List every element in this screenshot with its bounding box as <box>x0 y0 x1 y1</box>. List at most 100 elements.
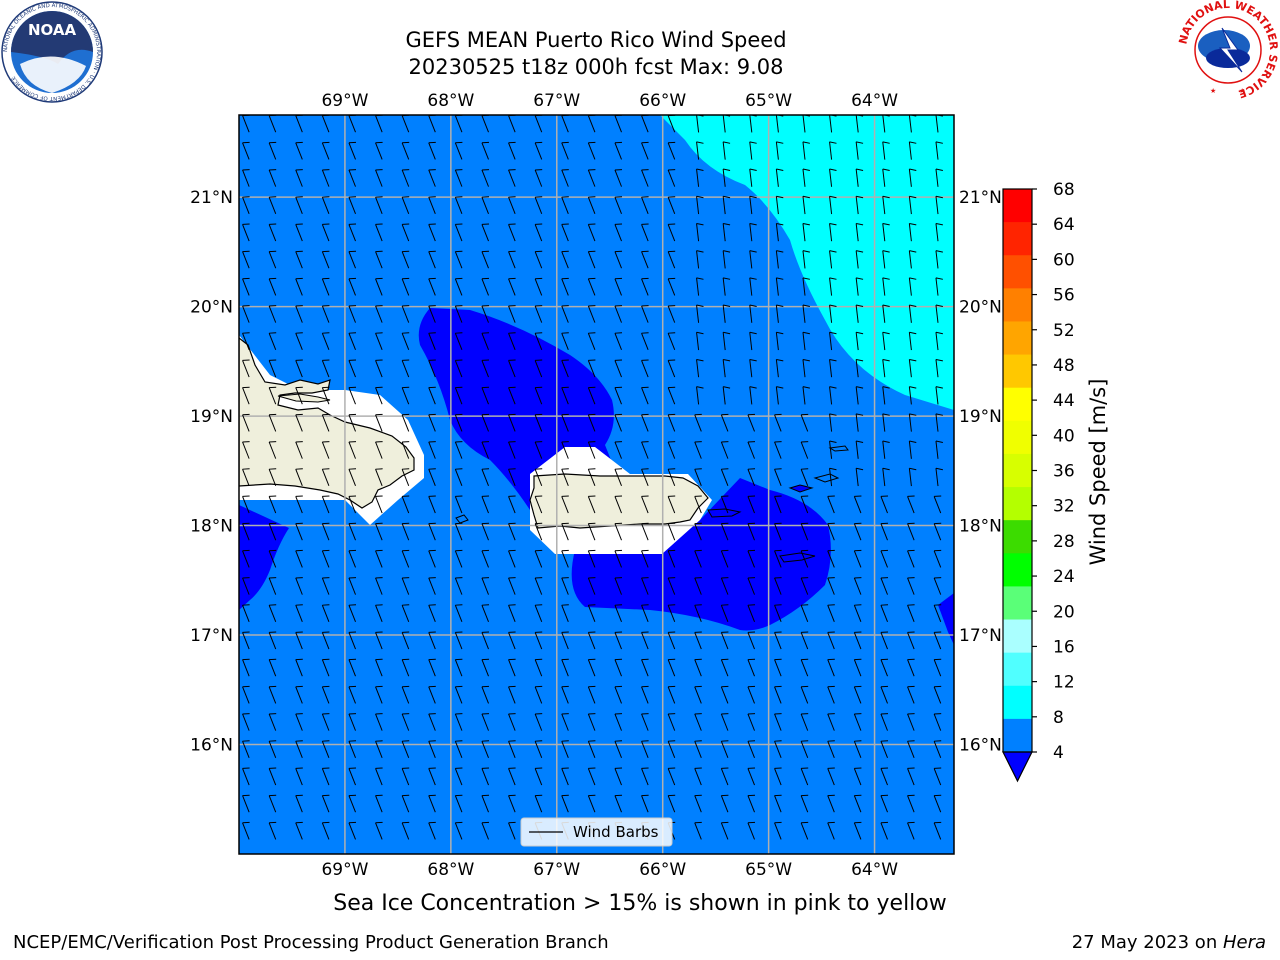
wind-barb <box>882 331 890 351</box>
wind-barb <box>375 468 383 487</box>
wind-barb <box>481 604 490 623</box>
wind-barb <box>561 713 569 731</box>
wind-barb <box>375 604 383 623</box>
wind-barb <box>587 631 596 650</box>
wind-barb <box>481 821 490 840</box>
wind-barb <box>880 685 889 704</box>
wind-barb <box>401 821 410 840</box>
wind-barb <box>401 522 410 541</box>
wind-barb <box>561 495 569 514</box>
wind-barb <box>775 358 784 378</box>
wind-barb <box>667 332 676 351</box>
wind-barb <box>882 141 890 160</box>
wind-barb <box>268 658 277 677</box>
wind-barb <box>694 740 702 759</box>
wind-barb <box>800 631 809 650</box>
wind-barb <box>295 522 303 541</box>
wind-barb <box>614 468 623 487</box>
wind-barb <box>933 740 942 759</box>
wind-barb <box>561 522 569 541</box>
wind-barb <box>908 222 917 242</box>
wind-barb <box>534 413 543 432</box>
wind-barb <box>242 740 250 759</box>
wind-barb <box>401 305 410 323</box>
wind-barb <box>614 685 623 704</box>
wind-barb <box>908 358 917 378</box>
wind-barb <box>401 386 410 405</box>
wind-barb <box>321 441 330 459</box>
wind-barb <box>268 196 277 215</box>
wind-barb <box>348 386 357 405</box>
wind-barb <box>375 441 383 459</box>
wind-barb <box>295 685 303 704</box>
wind-barb <box>348 740 357 759</box>
wind-barb <box>614 794 623 813</box>
colorbar-tick-label: 16 <box>1053 637 1075 657</box>
wind-barb <box>268 522 277 541</box>
wind-barb <box>454 468 463 487</box>
wind-barb <box>508 305 516 323</box>
wind-barb <box>749 250 757 269</box>
wind-barb <box>587 794 596 813</box>
map-legend: Wind Barbs <box>520 817 673 847</box>
wind-barb <box>428 821 436 840</box>
wind-barb <box>348 604 357 623</box>
wind-barb <box>696 358 704 378</box>
wind-barb <box>268 549 277 568</box>
wind-barb <box>481 277 490 296</box>
wind-barb <box>295 549 303 568</box>
wind-barb <box>348 413 357 432</box>
wind-barb <box>935 358 943 378</box>
wind-barb <box>774 658 782 677</box>
wind-barb <box>508 495 516 514</box>
wind-barb <box>295 169 303 187</box>
wind-barb <box>401 767 410 786</box>
land-hispaniola <box>239 337 415 509</box>
wind-barb <box>802 304 810 323</box>
wind-barb <box>667 658 676 677</box>
wind-barb <box>908 331 917 351</box>
lon-label-bottom: 64°W <box>851 860 898 880</box>
wind-barb <box>747 767 756 786</box>
wind-barb <box>508 577 516 595</box>
wind-barb <box>375 794 383 813</box>
wind-barb <box>800 549 809 568</box>
colorbar-tick-label: 40 <box>1053 426 1075 446</box>
wind-barb <box>855 358 864 378</box>
wind-barb <box>481 658 490 677</box>
wind-barb <box>321 549 330 568</box>
wind-barb <box>829 440 837 459</box>
wind-barb <box>614 740 623 759</box>
wind-barb <box>428 169 436 187</box>
wind-barb <box>908 413 917 432</box>
wind-barbs <box>242 115 943 840</box>
colorbar-segment <box>1003 487 1032 521</box>
wind-barb <box>774 549 782 568</box>
wind-barb <box>454 196 463 215</box>
wind-barb <box>667 305 676 323</box>
wind-barb <box>935 222 943 242</box>
wind-barb <box>348 250 357 269</box>
wind-barb <box>907 522 915 541</box>
wind-barb <box>534 386 543 405</box>
wind-barb <box>667 413 676 432</box>
wind-barb <box>667 196 676 215</box>
wind-barb <box>827 577 835 595</box>
wind-barb <box>375 549 383 568</box>
wind-barb <box>454 821 463 840</box>
wind-barb <box>242 549 250 568</box>
wind-barb <box>321 631 330 650</box>
wind-barb <box>508 332 516 351</box>
wind-barb <box>933 631 942 650</box>
wind-barb <box>561 740 569 759</box>
wind-barb <box>348 441 357 459</box>
wind-barb <box>880 495 889 514</box>
wind-barb <box>829 250 837 269</box>
wind-barb <box>481 522 490 541</box>
wind-barb <box>375 631 383 650</box>
wind-barb <box>508 685 516 704</box>
lat-label-right: 16°N <box>959 736 1002 756</box>
wind-barb <box>481 685 490 704</box>
wind-barb <box>268 604 277 623</box>
wind-barb <box>853 767 862 786</box>
